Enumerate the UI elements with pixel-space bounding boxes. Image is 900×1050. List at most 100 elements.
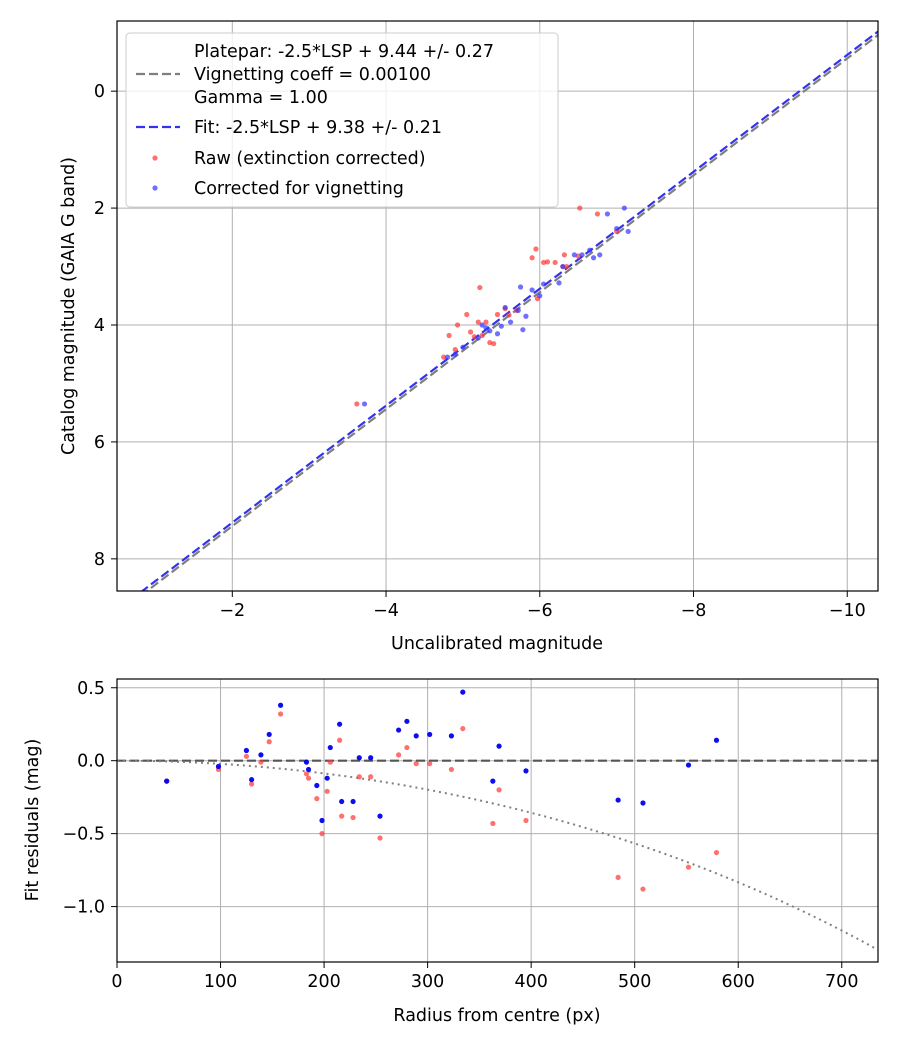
top-y-ticks: 0 2 4 6 8 xyxy=(94,82,117,570)
corrected-residual-point xyxy=(337,721,343,727)
corrected-residual-point xyxy=(277,702,284,708)
top-y-tick-label: 8 xyxy=(94,550,105,570)
top-x-tick-label: −2 xyxy=(219,601,245,621)
legend: Platepar: -2.5*LSP + 9.44 +/- 0.27 Vigne… xyxy=(125,32,559,208)
bottom-x-tick-label: 500 xyxy=(618,972,651,992)
corrected-point xyxy=(537,293,543,299)
corrected-residual-point xyxy=(243,747,250,754)
top-y-tick-label: 0 xyxy=(94,82,105,102)
legend-raw-marker xyxy=(152,155,158,161)
raw-residual-point xyxy=(266,739,272,745)
raw-point xyxy=(477,284,483,291)
raw-residual-point xyxy=(319,831,325,837)
raw-point xyxy=(561,252,567,258)
corrected-residual-point xyxy=(640,800,646,806)
corrected-point xyxy=(517,284,524,290)
raw-point xyxy=(564,263,570,270)
corrected-residual-point xyxy=(305,766,312,773)
bottom-reference-lines xyxy=(117,759,878,951)
corrected-point xyxy=(460,344,466,350)
top-x-axis-label: Uncalibrated magnitude xyxy=(391,634,603,654)
corrected-point xyxy=(498,323,504,329)
raw-point xyxy=(506,312,512,318)
top-y-tick-label: 6 xyxy=(94,433,105,453)
bottom-y-tick-label: −0.5 xyxy=(63,825,106,845)
corrected-residual-point xyxy=(460,689,466,695)
corrected-residual-point xyxy=(523,768,529,774)
corrected-point xyxy=(475,335,481,341)
legend-entry-corrected: Corrected for vignetting xyxy=(194,179,404,199)
vignetting-curve xyxy=(117,759,878,951)
top-x-tick-label: −8 xyxy=(681,601,707,621)
raw-point xyxy=(544,259,551,265)
corrected-point xyxy=(614,225,620,232)
legend-corrected-marker xyxy=(152,185,158,191)
corrected-residual-point xyxy=(427,731,433,738)
top-x-tick-label: −6 xyxy=(527,601,553,621)
corrected-point xyxy=(523,313,529,319)
corrected-point xyxy=(520,327,526,333)
bottom-axes-frame xyxy=(116,678,879,963)
corrected-point xyxy=(452,351,458,357)
corrected-residual-point xyxy=(258,752,264,758)
top-y-axis-label: Catalog magnitude (GAIA G band) xyxy=(59,157,79,455)
raw-residual-point xyxy=(327,759,333,765)
residuals-plot: 0 100 200 300 400 500 600 700 0.5 0.0 −0.5 −1.0 Ra… xyxy=(23,678,879,1026)
corrected-point xyxy=(444,354,451,360)
corrected-residual-point xyxy=(396,727,402,733)
corrected-residual-point xyxy=(356,755,362,761)
corrected-point xyxy=(590,255,597,261)
corrected-residual-point xyxy=(377,813,383,819)
raw-residual-point xyxy=(713,849,720,856)
legend-entry-gamma: Gamma = 1.00 xyxy=(194,88,328,108)
top-fit-lines xyxy=(140,30,878,591)
raw-point xyxy=(479,332,485,339)
raw-residual-point xyxy=(377,835,383,841)
raw-residual-point xyxy=(685,864,692,870)
raw-residual-point xyxy=(243,753,250,759)
corrected-point xyxy=(541,281,547,287)
raw-residual-point xyxy=(258,759,264,765)
top-x-tick-label: −4 xyxy=(373,601,399,621)
corrected-point xyxy=(479,322,485,328)
raw-residual-point xyxy=(523,817,529,824)
corrected-point xyxy=(494,331,501,337)
corrected-residual-point xyxy=(339,798,345,805)
raw-point xyxy=(529,255,535,261)
corrected-residual-point xyxy=(404,718,410,724)
corrected-residual-point xyxy=(164,778,170,784)
raw-residual-point xyxy=(314,796,320,802)
raw-residual-point xyxy=(368,774,374,780)
corrected-point xyxy=(560,263,566,270)
raw-residual-point xyxy=(460,725,466,732)
raw-point xyxy=(552,259,558,266)
corrected-residual-point xyxy=(490,778,496,784)
raw-residual-point xyxy=(396,752,402,758)
legend-box xyxy=(125,32,559,208)
corrected-residual-point xyxy=(327,744,333,751)
raw-point xyxy=(441,354,447,360)
legend-entry-fit: Fit: -2.5*LSP + 9.38 +/- 0.21 xyxy=(194,118,442,138)
top-x-ticks: −2 −4 −6 −8 −10 xyxy=(219,591,866,621)
bottom-x-ticks: 0 100 200 300 400 500 600 700 xyxy=(111,962,858,992)
corrected-residual-point xyxy=(303,759,310,765)
top-scatter-points xyxy=(354,205,631,407)
calibration-plot: −2 −4 −6 −8 −10 0 2 4 6 8 Uncalibrated magnitude… xyxy=(59,20,879,654)
corrected-point xyxy=(579,252,585,258)
raw-point xyxy=(541,259,547,266)
top-x-tick-label: −10 xyxy=(829,601,866,621)
corrected-residual-point xyxy=(248,777,255,783)
bottom-y-tick-label: −1.0 xyxy=(63,898,106,918)
corrected-residual-point xyxy=(713,737,720,743)
corrected-point xyxy=(483,325,489,331)
corrected-point xyxy=(529,287,535,293)
raw-residual-point xyxy=(356,774,362,780)
corrected-residual-point xyxy=(215,763,222,770)
raw-residual-point xyxy=(303,771,310,777)
corrected-point xyxy=(487,328,493,334)
corrected-residual-point xyxy=(350,798,356,805)
legend-entry-vignetting: Vignetting coeff = 0.00100 xyxy=(194,65,431,85)
bottom-y-tick-label: 0.0 xyxy=(77,752,105,772)
top-y-tick-label: 4 xyxy=(94,316,105,336)
bottom-x-tick-label: 700 xyxy=(825,972,858,992)
